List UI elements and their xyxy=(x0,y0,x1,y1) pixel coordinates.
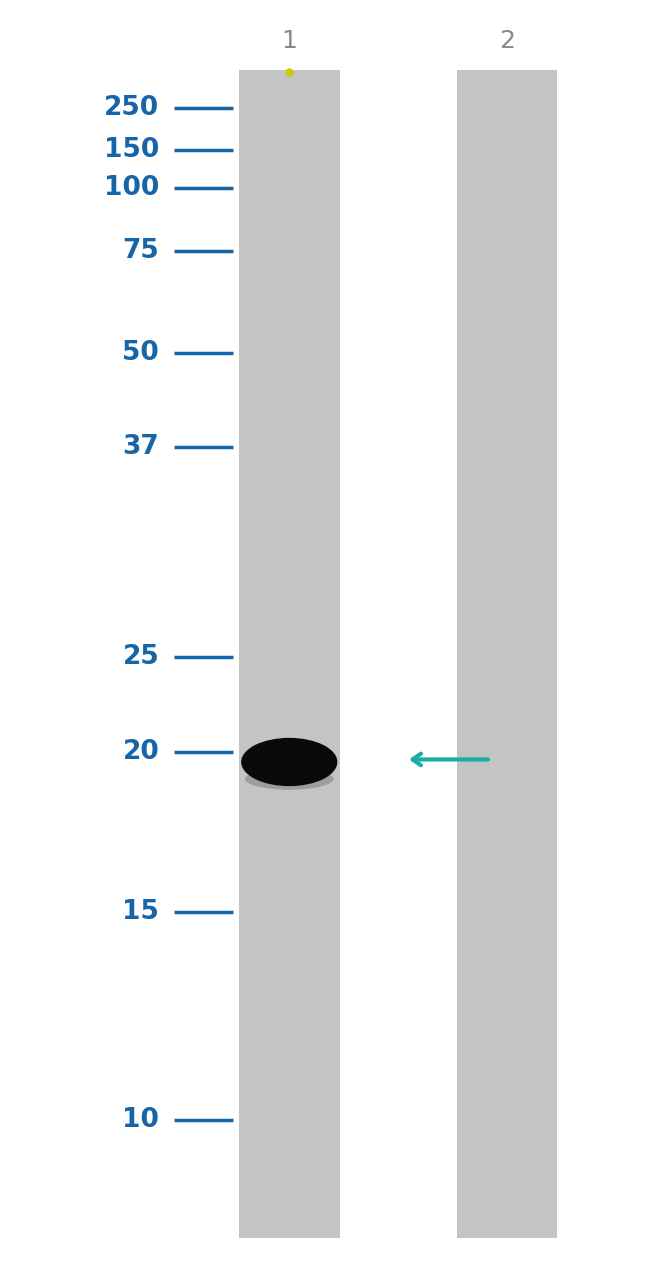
Text: 2: 2 xyxy=(499,29,515,52)
Text: 100: 100 xyxy=(104,175,159,201)
Text: 20: 20 xyxy=(122,739,159,765)
Bar xyxy=(456,70,558,1238)
Text: 50: 50 xyxy=(122,340,159,366)
Ellipse shape xyxy=(241,738,337,786)
Text: 75: 75 xyxy=(122,239,159,264)
Text: 250: 250 xyxy=(104,95,159,121)
Text: 10: 10 xyxy=(122,1107,159,1133)
Text: 25: 25 xyxy=(122,644,159,669)
Text: 150: 150 xyxy=(104,137,159,163)
Ellipse shape xyxy=(245,768,333,790)
Text: 1: 1 xyxy=(281,29,297,52)
Bar xyxy=(239,70,339,1238)
Text: 15: 15 xyxy=(122,899,159,925)
Text: 37: 37 xyxy=(122,434,159,460)
